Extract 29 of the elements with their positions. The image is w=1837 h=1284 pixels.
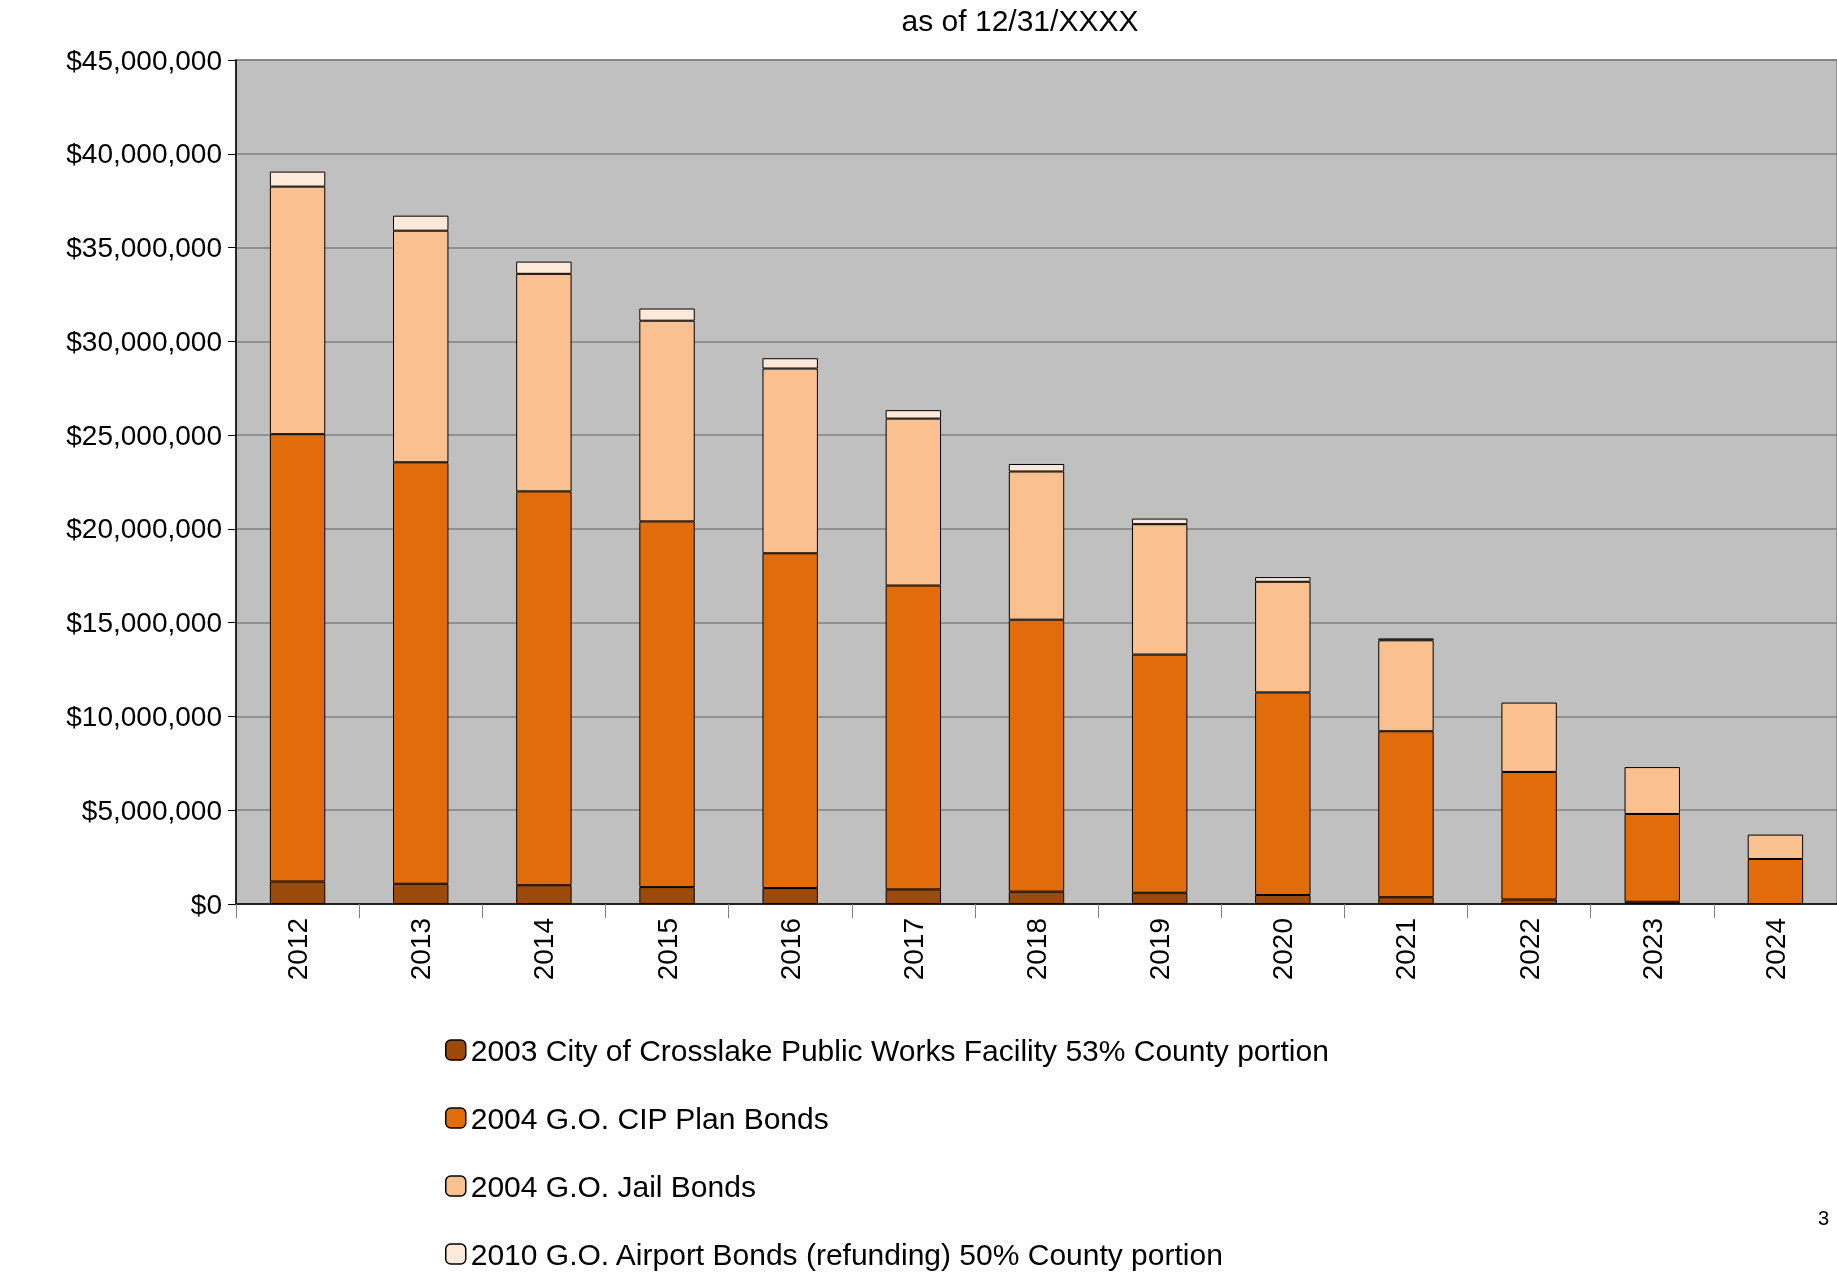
x-tick-label: 2014 bbox=[528, 918, 560, 981]
x-tick-label: 2022 bbox=[1513, 918, 1545, 981]
x-tick-label: 2012 bbox=[282, 918, 314, 981]
y-tick-label: $20,000,000 bbox=[66, 513, 222, 545]
x-tick-label: 2015 bbox=[651, 918, 683, 981]
x-tick-label: 2023 bbox=[1636, 918, 1668, 981]
x-tick-label: 2019 bbox=[1144, 918, 1176, 981]
x-tick-label: 2021 bbox=[1390, 918, 1422, 981]
y-tick-label: $15,000,000 bbox=[66, 607, 222, 639]
legend-label: 2004 G.O. Jail Bonds bbox=[470, 1169, 756, 1203]
y-tick-label: $35,000,000 bbox=[66, 232, 222, 264]
x-tick-label: 2018 bbox=[1021, 918, 1052, 981]
y-tick-label: $5,000,000 bbox=[81, 794, 222, 826]
y-tick-label: $0 bbox=[190, 888, 222, 920]
y-tick-label: $40,000,000 bbox=[66, 138, 222, 170]
legend-label: 2004 G.O. CIP Plan Bonds bbox=[470, 1101, 829, 1135]
text: 3 bbox=[1817, 1207, 1829, 1229]
y-tick-label: $30,000,000 bbox=[66, 325, 222, 357]
legend-label: 2003 City of Crosslake Public Works Facility 53% County portion bbox=[470, 1033, 1329, 1067]
y-tick-label: $45,000,000 bbox=[66, 44, 222, 76]
x-tick-label: 2016 bbox=[774, 918, 806, 981]
y-tick-label: $10,000,000 bbox=[66, 700, 222, 732]
x-tick-label: 2024 bbox=[1759, 918, 1791, 981]
legend-label: 2010 G.O. Airport Bonds (refunding) 50% County portion bbox=[470, 1237, 1223, 1271]
x-tick-label: 2017 bbox=[897, 918, 929, 981]
y-tick-label: $25,000,000 bbox=[66, 419, 222, 451]
x-tick-label: 2013 bbox=[405, 918, 437, 981]
chart-title: as of 12/31/XXXX bbox=[901, 3, 1139, 37]
x-tick-label: 2020 bbox=[1267, 918, 1299, 981]
